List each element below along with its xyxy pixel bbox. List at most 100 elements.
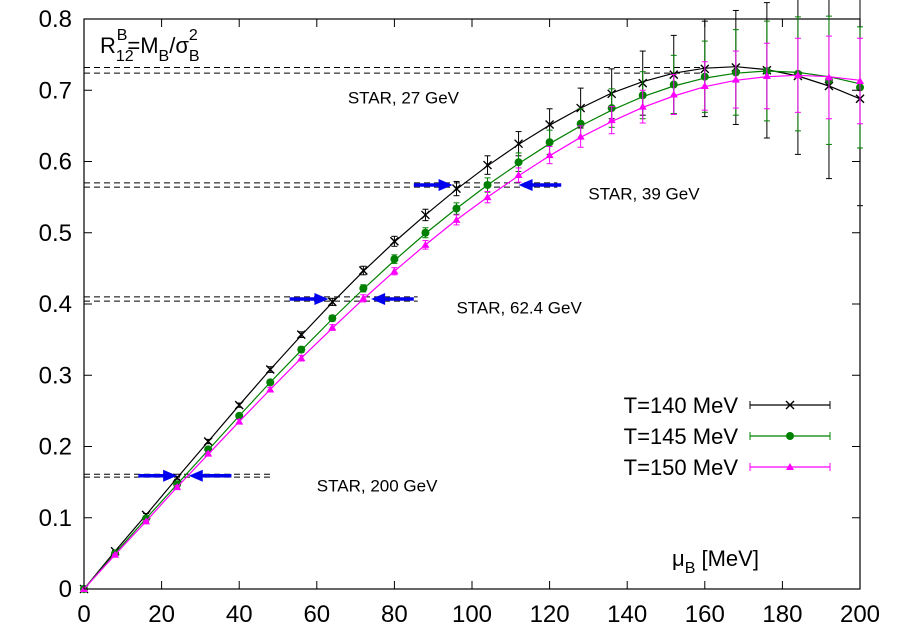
xlabel-base: μ (672, 546, 685, 571)
title-slash: /σ (169, 33, 189, 58)
data-point (390, 267, 399, 275)
data-point (328, 314, 337, 323)
legend-label: T=140 MeV (624, 393, 739, 418)
data-point (235, 417, 244, 425)
y-tick-label: 0.1 (39, 505, 72, 532)
xlabel-unit: [MeV] (695, 546, 759, 571)
data-point (266, 378, 275, 387)
y-tick-label: 0.6 (39, 149, 72, 176)
x-tick-label: 160 (685, 601, 725, 628)
title-eq: =M (127, 33, 158, 58)
data-point (638, 102, 647, 110)
data-point (234, 400, 244, 410)
data-point (265, 365, 275, 375)
title-sig-sub: B (189, 48, 200, 65)
arrow-head (438, 179, 453, 192)
data-point (420, 210, 430, 220)
data-point (452, 215, 461, 223)
x-tick-label: 60 (303, 601, 330, 628)
xlabel-sub: B (685, 560, 696, 577)
x-tick-label: 20 (148, 601, 175, 628)
x-tick-label: 180 (762, 601, 802, 628)
series-layer (79, 0, 865, 594)
title-sub: 12 (116, 48, 134, 65)
title-sig-sup: 2 (189, 27, 198, 44)
axis-ticks: 0 20 40 60 80 100 120 140 160 180 200 0 0.1 0.2 0.3 0.4… (39, 6, 880, 628)
data-point (204, 449, 213, 457)
data-point (731, 75, 740, 83)
data-point (785, 400, 795, 410)
data-point (173, 483, 182, 491)
data-point (452, 204, 461, 213)
data-point (296, 330, 306, 340)
legend-sample (749, 432, 831, 440)
data-point (327, 297, 337, 307)
series-curve (83, 66, 861, 590)
legend-label: T=145 MeV (624, 424, 739, 449)
data-point (483, 193, 492, 201)
data-point (700, 81, 709, 89)
data-point (421, 240, 430, 248)
data-point (204, 445, 213, 454)
x-tick-label: 140 (607, 601, 647, 628)
x-tick-label: 40 (226, 601, 253, 628)
data-point (762, 72, 771, 79)
data-point (545, 151, 554, 159)
data-point (111, 550, 120, 558)
data-point (359, 284, 368, 293)
data-point (545, 138, 554, 147)
arrow-right (413, 179, 453, 192)
x-tick-label: 80 (381, 601, 408, 628)
data-point (669, 90, 678, 98)
series-curve (83, 70, 861, 590)
chart-title: R12B=MB/σ2 B (100, 27, 200, 65)
data-point (389, 236, 399, 246)
data-point (297, 345, 306, 354)
data-point (786, 432, 794, 440)
arrow-head (188, 469, 203, 482)
data-point (545, 119, 555, 129)
data-point (203, 437, 213, 447)
data-point (172, 473, 182, 483)
series-2 (80, 35, 864, 592)
data-point (786, 463, 794, 470)
star-bands: STAR, 27 GeV STAR, 39 GeV STAR, 62.4 GeV ST… (84, 66, 705, 496)
arrow-head (518, 179, 533, 192)
star-band-label: STAR, 200 GeV (317, 477, 438, 496)
arrow-head (163, 469, 178, 482)
data-point (483, 160, 493, 170)
y-tick-label: 0.8 (39, 6, 72, 33)
arrows-layer (138, 179, 562, 482)
data-point (235, 411, 244, 420)
data-point (358, 266, 368, 276)
data-point (390, 255, 399, 264)
data-point (328, 323, 337, 331)
arrow-head (314, 293, 329, 306)
x-axis-label: μB [MeV] (672, 546, 759, 577)
x-tick-label: 120 (530, 601, 570, 628)
series-curve (83, 74, 861, 590)
data-point (514, 139, 524, 149)
star-band-label: STAR, 27 GeV (348, 88, 460, 107)
title-sup: B (117, 27, 128, 44)
x-tick-label: 0 (77, 601, 90, 628)
arrow-left (371, 293, 414, 306)
data-point (514, 158, 523, 167)
data-point (824, 73, 833, 81)
data-point (359, 294, 368, 302)
data-point (576, 132, 585, 140)
data-point (483, 181, 492, 190)
arrow-right (289, 293, 329, 306)
data-point (793, 71, 802, 79)
star-band-label: STAR, 39 GeV (588, 185, 700, 204)
arrow-head (371, 293, 386, 306)
x-tick-label: 200 (840, 601, 880, 628)
data-point (266, 385, 275, 393)
x-tick-label: 100 (452, 601, 492, 628)
data-point (142, 517, 151, 525)
data-point (297, 354, 306, 362)
arrow-left (518, 179, 562, 192)
y-tick-label: 0.4 (39, 291, 72, 318)
legend: T=140 MeV T=145 MeV T=150 MeV (624, 393, 831, 480)
